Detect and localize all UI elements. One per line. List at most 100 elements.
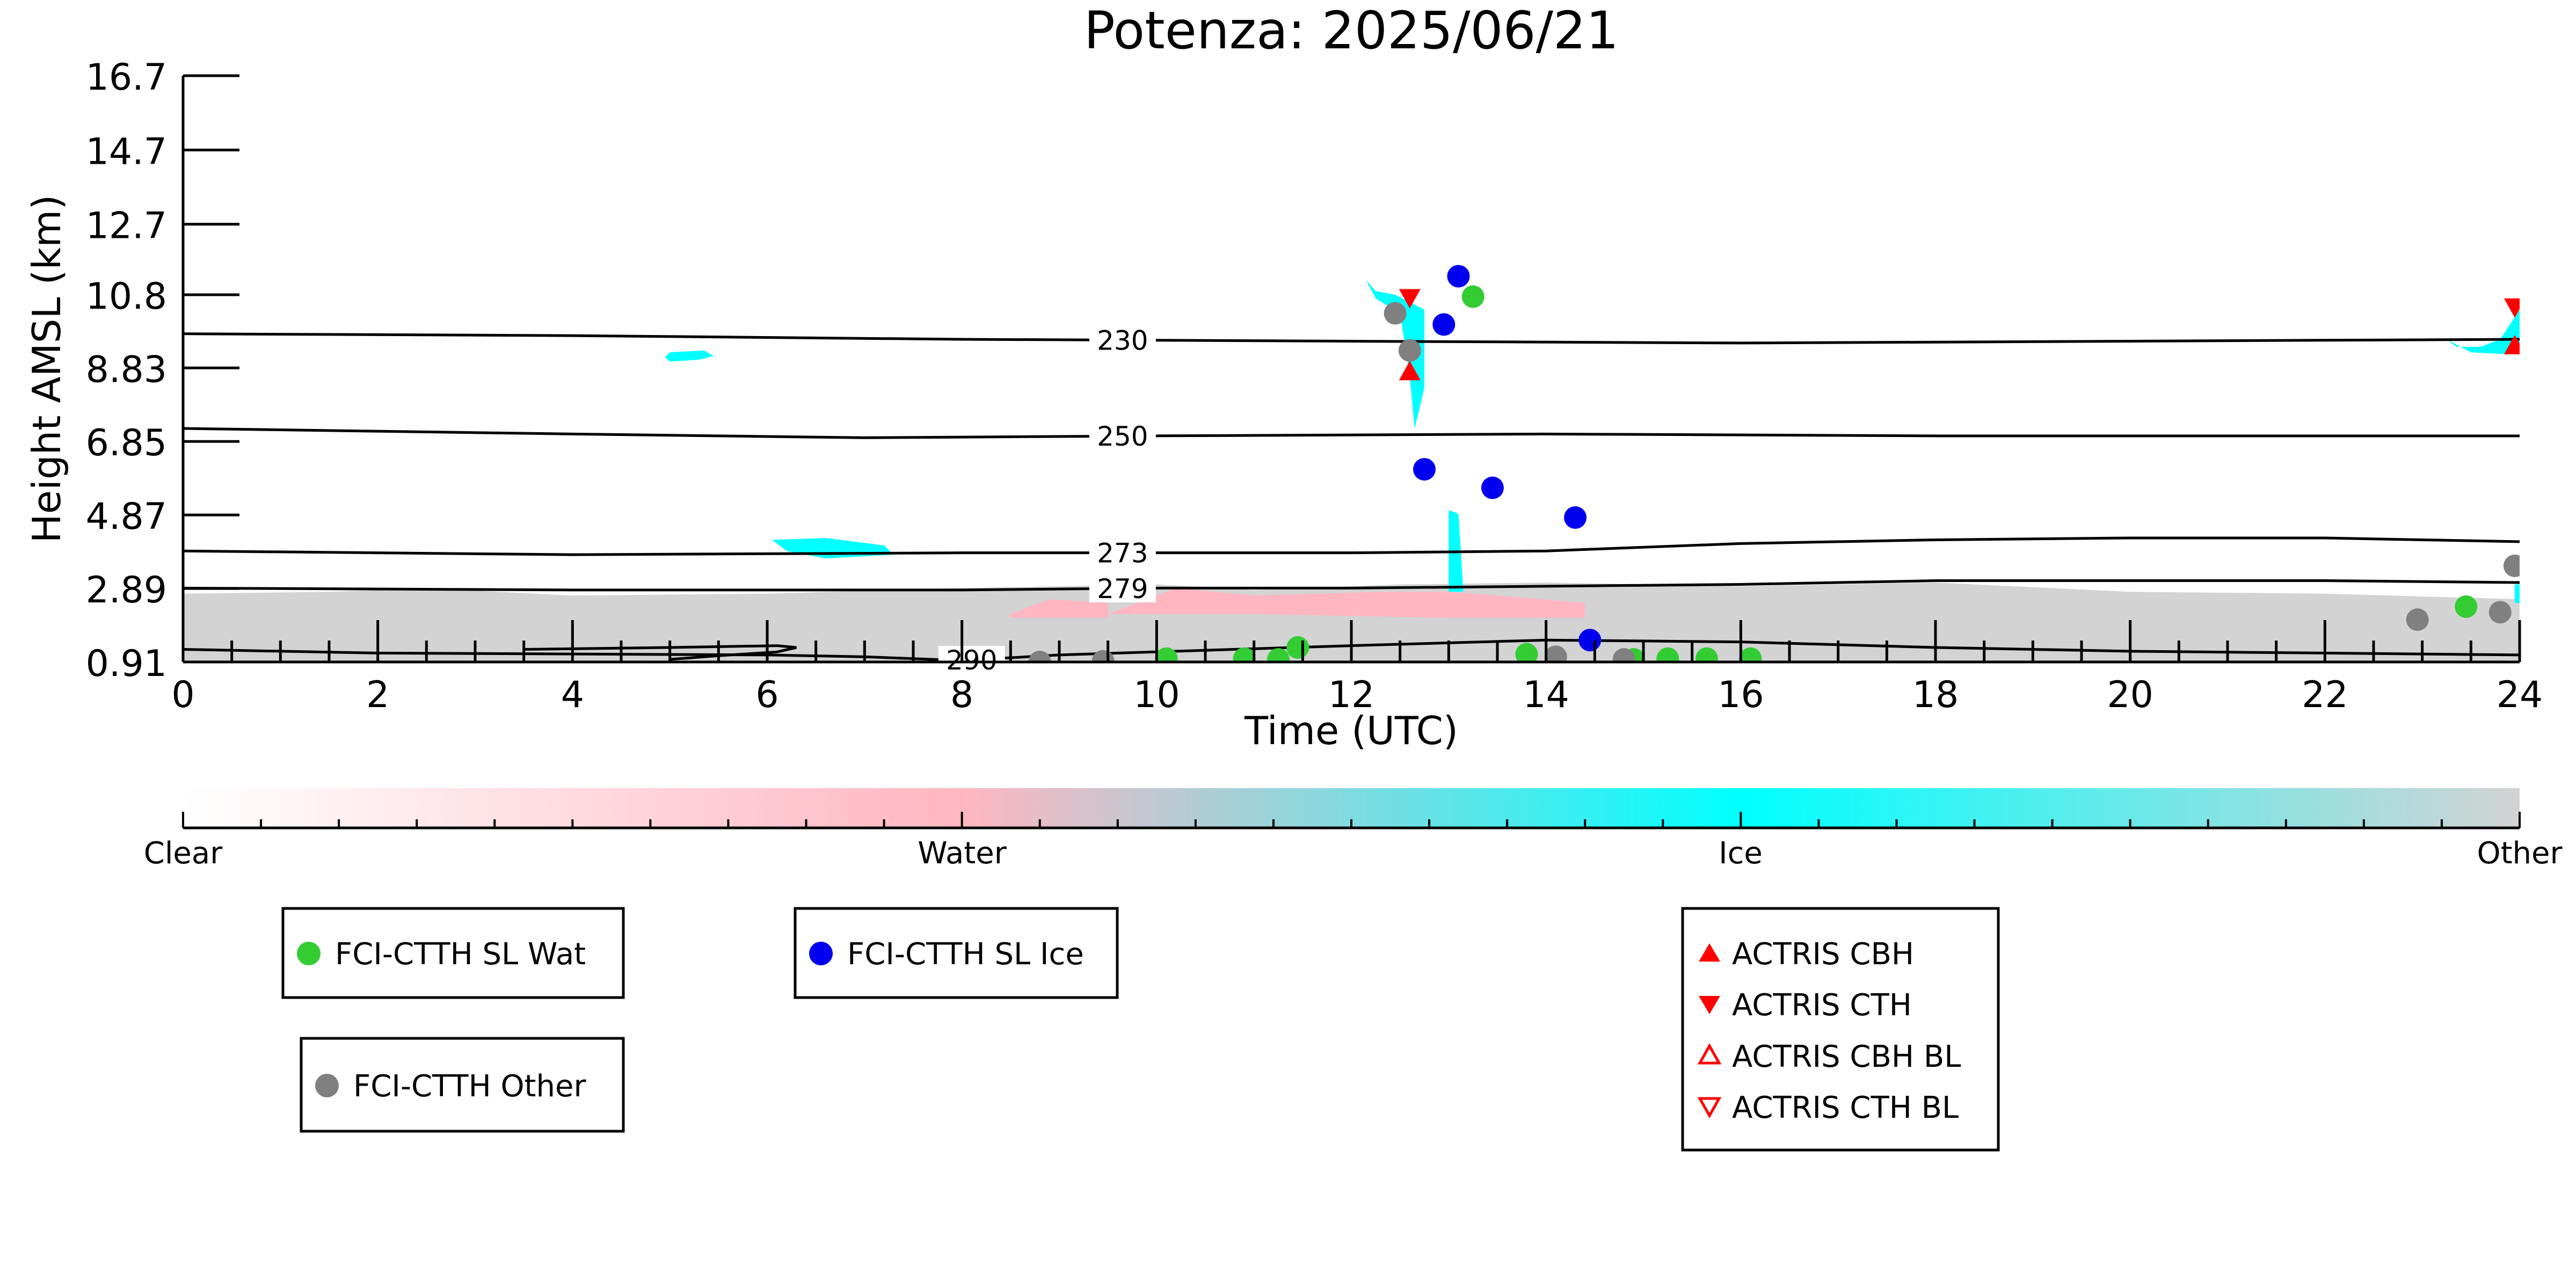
plot-area	[183, 265, 2520, 662]
marker-fci-ctth-sl-wat-9	[1739, 647, 1762, 662]
y-tick-label-5: 10.8	[86, 275, 167, 318]
y-tick-label-6: 12.7	[86, 205, 167, 248]
contour-label-290: 290	[946, 645, 997, 676]
y-axis-label: Height AMSL (km)	[24, 195, 69, 543]
y-tick-label-2: 4.87	[86, 496, 167, 538]
legend-marker-actris-cbh	[1699, 943, 1720, 962]
colorbar-ticks	[182, 812, 2521, 829]
contour-label-bg-230	[1089, 326, 1156, 354]
marker-fci-ctth-other-6	[2406, 608, 2429, 631]
marker-fci-ctth-sl-wat-8	[1695, 647, 1718, 662]
marker-fci-ctth-sl-ice-0	[1413, 458, 1436, 481]
legend-box-other: FCI-CTTH Other	[300, 1037, 625, 1133]
marker-fci-ctth-sl-wat-3	[1286, 636, 1309, 659]
cloud-region-ice-0	[665, 350, 714, 362]
legend-marker-actris-cth	[1699, 996, 1720, 1014]
x-tick-label-3: 6	[755, 674, 778, 716]
contour-label-bg-273	[1089, 539, 1156, 567]
marker-fci-ctth-other-2	[1384, 302, 1407, 325]
x-tick-label-6: 12	[1328, 674, 1375, 716]
y-tick-label-4: 8.83	[86, 348, 167, 391]
legend-label-ice: FCI-CTTH SL Ice	[847, 937, 1084, 972]
legend-label-actris-cbh: ACTRIS CBH	[1732, 937, 1914, 972]
marker-fci-ctth-sl-wat-5	[1515, 643, 1538, 662]
y-tick-label-3: 6.85	[86, 422, 167, 464]
marker-fci-ctth-sl-wat-1	[1233, 647, 1256, 662]
colorbar-label-water: Water	[918, 836, 1007, 871]
marker-fci-ctth-sl-ice-1	[1432, 313, 1456, 336]
marker-fci-ctth-other-8	[2503, 554, 2520, 577]
x-tick-label-12: 24	[2497, 674, 2543, 716]
legend-marker-ice	[809, 942, 833, 965]
x-tick-label-9: 18	[1912, 674, 1959, 716]
y-tick-label-7: 14.7	[86, 130, 167, 173]
legend-marker-actris-cbh-bl	[1697, 1043, 1722, 1065]
y-tick-label-1: 2.89	[86, 569, 167, 612]
legend-box-ice: FCI-CTTH SL Ice	[794, 907, 1119, 999]
marker-fci-ctth-sl-ice-5	[1578, 629, 1602, 652]
x-tick-label-10: 20	[2107, 674, 2153, 716]
marker-fci-ctth-sl-ice-4	[1564, 506, 1587, 529]
contour-label-250: 250	[1097, 421, 1148, 452]
contour-line-250	[183, 427, 2520, 439]
marker-fci-ctth-sl-wat-4	[1461, 285, 1485, 308]
marker-fci-ctth-other-5	[1612, 648, 1635, 662]
colorbar-label-other: Other	[2477, 836, 2563, 871]
x-tick-label-11: 22	[2302, 674, 2348, 716]
contour-line-279	[183, 579, 2520, 592]
x-tick-label-4: 8	[950, 674, 973, 716]
legend-marker-actris-cth-bl	[1697, 1097, 1722, 1119]
legend-label-wat: FCI-CTTH SL Wat	[335, 937, 586, 972]
contour-line-273	[183, 536, 2520, 556]
marker-fci-ctth-sl-wat-7	[1656, 647, 1679, 662]
data-markers	[1028, 265, 2520, 662]
marker-fci-ctth-sl-ice-2	[1447, 265, 1470, 288]
contour-label-279: 279	[1097, 573, 1148, 605]
legend-marker-other	[315, 1074, 339, 1097]
marker-fci-ctth-other-4	[1544, 645, 1567, 662]
marker-fci-ctth-other-3	[1398, 339, 1421, 362]
x-tick-label-1: 2	[366, 674, 389, 716]
chart-title: Potenza: 2025/06/21	[1084, 1, 1619, 61]
contour-label-bg-250	[1089, 422, 1156, 450]
legend-label-actris-cth: ACTRIS CTH	[1732, 988, 1912, 1023]
contour-labels: 230 250 273 279 290	[938, 325, 1156, 676]
marker-fci-ctth-sl-ice-3	[1481, 476, 1504, 499]
y-tick-label-8: 16.7	[86, 56, 167, 99]
cloud-region-ice-4	[2447, 309, 2520, 354]
x-tick-label-2: 4	[561, 674, 584, 716]
contour-label-230: 230	[1097, 325, 1148, 356]
marker-fci-ctth-sl-wat-0	[1155, 647, 1178, 662]
colorbar-label-ice: Ice	[1719, 836, 1763, 871]
legend-box-wat: FCI-CTTH SL Wat	[281, 907, 625, 999]
marker-actris-cth-1	[2504, 298, 2520, 318]
x-tick-label-8: 16	[1718, 674, 1764, 716]
legend: FCI-CTTH SL Wat FCI-CTTH SL Ice FCI-CTTH…	[281, 907, 2000, 1152]
x-tick-label-5: 10	[1133, 674, 1180, 716]
legend-label-actris-cth-bl: ACTRIS CTH BL	[1732, 1090, 1959, 1125]
legend-label-other: FCI-CTTH Other	[353, 1069, 586, 1104]
marker-fci-ctth-other-0	[1028, 651, 1051, 662]
marker-actris-cbh-1	[2504, 334, 2520, 354]
marker-actris-cbh-0	[1399, 361, 1421, 381]
x-axis-label: Time (UTC)	[1244, 708, 1458, 753]
cloud-region-water-6	[1108, 588, 1585, 618]
cloud-region-water-7	[1010, 599, 1108, 618]
legend-label-actris-cbh-bl: ACTRIS CBH BL	[1732, 1039, 1961, 1074]
y-tick-label-0: 0.91	[86, 643, 167, 685]
marker-actris-cth-0	[1399, 289, 1421, 309]
legend-box-actris: ACTRIS CBH ACTRIS CTH ACTRIS CBH BL ACTR…	[1681, 907, 2000, 1152]
cloud-region-ice-2	[1366, 280, 1424, 428]
cloud-mask-layer	[183, 280, 2520, 662]
contour-label-bg-290	[938, 646, 1005, 674]
colorbar-label-clear: Clear	[144, 836, 223, 871]
marker-fci-ctth-sl-wat-10	[2455, 595, 2478, 618]
marker-fci-ctth-other-7	[2488, 601, 2512, 624]
contour-label-273: 273	[1097, 538, 1148, 569]
x-tick-label-7: 14	[1523, 674, 1569, 716]
x-tick-label-0: 0	[171, 674, 194, 716]
contour-label-bg-279	[1089, 574, 1156, 602]
cloud-region-ice-5	[2514, 584, 2520, 603]
